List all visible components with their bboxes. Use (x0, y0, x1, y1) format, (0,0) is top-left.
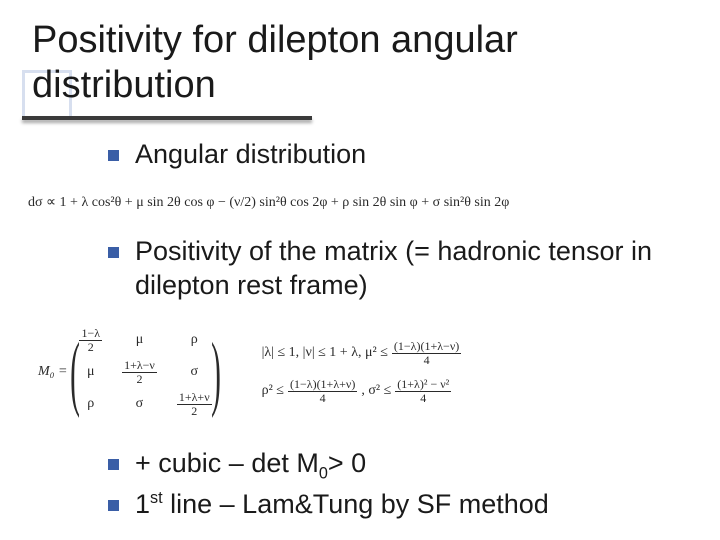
ineq-line-1: |λ| ≤ 1, |ν| ≤ 1 + λ, μ² ≤ (1−λ)(1+λ−ν)4 (262, 340, 462, 366)
bullet-square-icon (108, 150, 119, 161)
bullet-4: 1st line – Lam&Tung by SF method (108, 488, 680, 522)
m-a21: μ (87, 364, 95, 380)
m-a33: 1+λ+ν2 (177, 391, 212, 417)
m-a13: ρ (191, 332, 198, 348)
ineq-line-2: ρ² ≤ (1−λ)(1+λ+ν)4 , σ² ≤ (1+λ)² − ν²4 (262, 378, 462, 404)
left-paren-icon: ( (71, 339, 81, 406)
inequalities-block: |λ| ≤ 1, |ν| ≤ 1 + λ, μ² ≤ (1−λ)(1+λ−ν)4… (262, 340, 462, 404)
bullet-2: Positivity of the matrix (= hadronic ten… (108, 235, 680, 303)
angular-dist-formula: dσ ∝ 1 + λ cos²θ + μ sin 2θ cos φ − (ν/2… (28, 179, 680, 235)
bullet-1: Angular distribution (108, 138, 680, 172)
matrix-and-ineq-row: M₀ = ( 1−λ2 μ ρ μ 1+λ−ν2 σ ρ σ 1+λ+ν2 ) … (38, 311, 680, 444)
title-underline (22, 116, 312, 120)
bullet-3: + cubic – det M0> 0 (108, 447, 680, 484)
bullet-square-icon (108, 500, 119, 511)
m-a22: 1+λ−ν2 (122, 359, 157, 385)
m-a12: μ (136, 332, 144, 348)
content-area: Angular distribution dσ ∝ 1 + λ cos²θ + … (0, 108, 720, 522)
b3-part-b: > 0 (328, 448, 366, 478)
m-a32: σ (136, 396, 144, 412)
right-paren-icon: ) (211, 339, 221, 406)
formula-text: dσ ∝ 1 + λ cos²θ + μ sin 2θ cos φ − (ν/2… (28, 195, 509, 210)
b4-sup: st (150, 489, 163, 507)
bullet-1-text: Angular distribution (135, 138, 366, 172)
bullet-3-text: + cubic – det M0> 0 (135, 447, 366, 484)
ineq2-frac1: (1−λ)(1+λ+ν)4 (288, 378, 357, 404)
ineq2-text-a: ρ² ≤ (262, 383, 284, 399)
matrix-label: M₀ = (38, 364, 67, 380)
bottom-bullets: + cubic – det M0> 0 1st line – Lam&Tung … (108, 447, 680, 521)
matrix-block: M₀ = ( 1−λ2 μ ρ μ 1+λ−ν2 σ ρ σ 1+λ+ν2 ) (38, 327, 220, 418)
bullet-2-text: Positivity of the matrix (= hadronic ten… (135, 235, 680, 303)
bullet-4-text: 1st line – Lam&Tung by SF method (135, 488, 549, 522)
b4-part-b: line – Lam&Tung by SF method (163, 489, 549, 519)
m-a23: σ (190, 364, 198, 380)
title-area: Positivity for dilepton angular distribu… (0, 0, 720, 108)
slide-title: Positivity for dilepton angular distribu… (32, 18, 710, 108)
bullet-square-icon (108, 459, 119, 470)
ineq1-frac: (1−λ)(1+λ−ν)4 (392, 340, 461, 366)
b3-sub: 0 (319, 465, 328, 483)
matrix-grid: 1−λ2 μ ρ μ 1+λ−ν2 σ ρ σ 1+λ+ν2 (79, 327, 211, 418)
b3-part-a: + cubic – det M (135, 448, 319, 478)
m-a31: ρ (87, 396, 94, 412)
ineq2-text-b: , σ² ≤ (361, 383, 391, 399)
bullet-square-icon (108, 247, 119, 258)
ineq1-text: |λ| ≤ 1, |ν| ≤ 1 + λ, μ² ≤ (262, 345, 388, 361)
b4-part-a: 1 (135, 489, 150, 519)
ineq2-frac2: (1+λ)² − ν²4 (395, 378, 451, 404)
m-a11: 1−λ2 (79, 327, 102, 353)
